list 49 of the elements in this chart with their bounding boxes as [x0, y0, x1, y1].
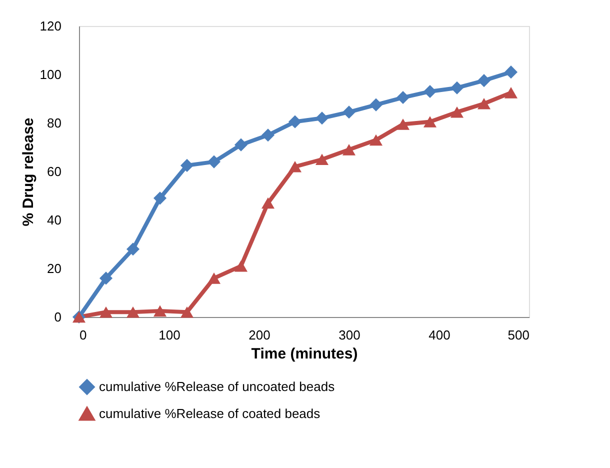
point: [396, 91, 410, 104]
point: [450, 81, 464, 94]
x-axis-title: Time (minutes): [251, 346, 358, 362]
y-tick-label: 120: [40, 18, 62, 34]
point: [207, 155, 221, 168]
point: [180, 306, 194, 318]
point: [396, 118, 410, 130]
legend-label: cumulative %Release of coated beads: [99, 406, 321, 421]
point: [477, 74, 491, 88]
point: [288, 115, 302, 128]
y-tick-label: 100: [40, 67, 62, 82]
point: [153, 305, 167, 317]
x-tick-label: 400: [428, 328, 450, 342]
legend-label: cumulative %Release of uncoated beads: [99, 379, 336, 394]
point: [234, 260, 248, 272]
point: [423, 84, 437, 98]
point: [450, 106, 464, 118]
point: [126, 242, 140, 256]
point: [261, 128, 275, 142]
x-tick-label: 500: [508, 328, 530, 342]
point: [207, 272, 221, 284]
point: [369, 98, 383, 112]
point: [423, 116, 437, 128]
point: [99, 306, 113, 318]
point: [261, 197, 275, 209]
x-tick-label: 100: [158, 328, 180, 342]
point: [504, 87, 518, 98]
point: [315, 112, 329, 125]
point: [504, 66, 518, 79]
point: [234, 138, 248, 152]
point: [153, 192, 167, 205]
point: [180, 158, 194, 172]
point: [342, 144, 356, 156]
y-tick-label: 40: [47, 212, 62, 228]
point: [99, 272, 113, 285]
x-tick-label: 300: [338, 328, 360, 342]
x-tick-label: 0: [80, 328, 87, 342]
point: [126, 306, 140, 318]
y-tick-label: 60: [47, 164, 62, 179]
y-axis-title: % Drug release: [20, 118, 37, 226]
x-tick-label: 200: [248, 328, 270, 342]
point: [315, 154, 329, 166]
y-tick-label: 80: [47, 116, 62, 130]
point: [342, 106, 356, 119]
y-tick-label: 0: [54, 310, 62, 324]
y-tick-label: 20: [47, 261, 62, 276]
point: [369, 134, 383, 146]
point: [477, 98, 491, 110]
point: [288, 161, 302, 172]
